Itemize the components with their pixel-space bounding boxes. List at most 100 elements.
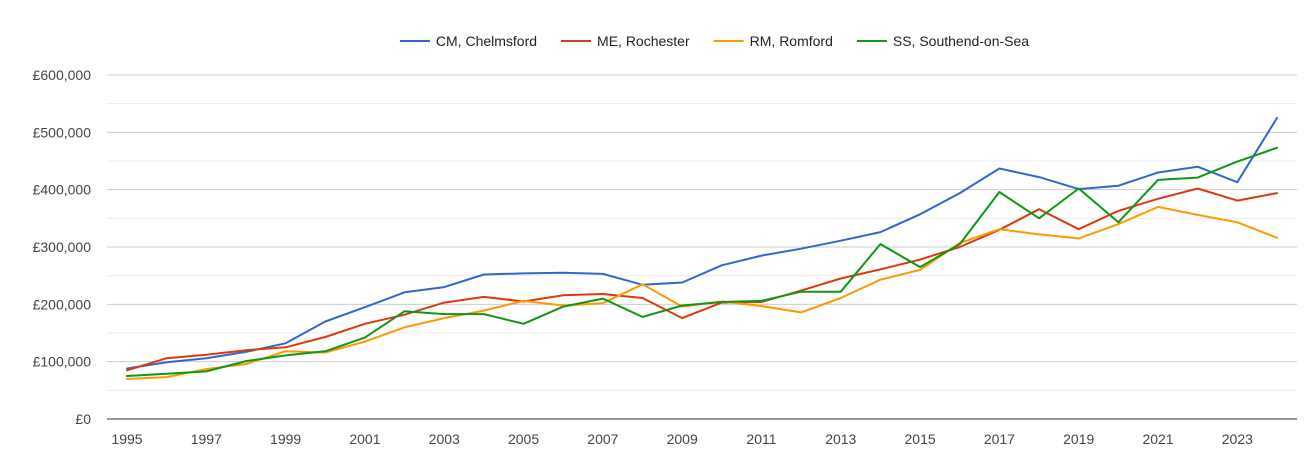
data-point [323,320,327,324]
data-point [165,372,169,376]
data-point [641,315,645,319]
data-point [522,271,526,275]
data-point [601,301,605,305]
data-point [363,305,367,309]
data-point [403,325,407,329]
data-point [284,353,288,357]
x-tick-label: 1997 [191,431,222,447]
data-point [918,258,922,262]
series-1 [126,116,1279,370]
data-point [1275,116,1279,120]
data-point [878,242,882,246]
x-tick-label: 2013 [825,431,856,447]
legend-label: RM, Romford [750,33,833,49]
data-point [839,239,843,243]
data-point [1235,220,1239,224]
series-lines [125,116,1279,380]
data-point [1275,146,1279,150]
data-point [1275,191,1279,195]
x-tick-label: 1999 [270,431,301,447]
data-point [1156,197,1160,201]
data-point [641,296,645,300]
data-point [1037,232,1041,236]
data-point [363,340,367,344]
data-point [1275,236,1279,240]
data-point [244,348,248,352]
data-point [601,292,605,296]
x-tick-label: 2007 [587,431,618,447]
y-tick-label: £600,000 [33,67,92,83]
data-point [680,316,684,320]
data-point [799,290,803,294]
data-point [958,191,962,195]
data-point [680,304,684,308]
x-tick-label: 1995 [111,431,142,447]
data-point [482,309,486,313]
data-point [878,267,882,271]
legend: CM, Chelmsford ME, Rochester RM, Romford SS… [399,33,1029,49]
data-point [1077,187,1081,191]
data-point [204,353,208,357]
data-point [442,312,446,316]
data-point [363,322,367,326]
data-point [680,281,684,285]
data-point [1156,205,1160,209]
data-point [403,309,407,313]
series-2 [125,187,1279,372]
data-point [1196,213,1200,217]
data-point [561,271,565,275]
x-tick-label: 2023 [1222,431,1253,447]
data-point [839,290,843,294]
data-point [1235,199,1239,203]
y-tick-label: £500,000 [33,124,92,140]
x-tick-label: 2015 [905,431,936,447]
x-tick-label: 2001 [349,431,380,447]
data-point [997,167,1001,171]
data-point [1116,184,1120,188]
data-point [760,254,764,258]
data-point [760,304,764,308]
data-point [125,374,129,378]
y-axis-tick-labels: £0 £100,000 £200,000 £300,000 £400,000 £500,0… [33,67,92,427]
data-point [720,300,724,304]
y-tick-label: £400,000 [33,182,92,198]
data-point [323,335,327,339]
series-line [126,117,1278,370]
data-point [760,299,764,303]
data-point [1196,187,1200,191]
data-point [601,297,605,301]
data-point [799,247,803,251]
data-point [522,299,526,303]
data-point [1235,160,1239,164]
data-point [1156,171,1160,175]
data-point [442,285,446,289]
data-point [1077,236,1081,240]
data-point [561,293,565,297]
data-point [403,290,407,294]
x-tick-label: 2021 [1142,431,1173,447]
data-point [878,278,882,282]
data-point [442,301,446,305]
data-point [165,360,169,364]
x-tick-label: 2009 [667,431,698,447]
data-point [1037,175,1041,179]
data-point [482,295,486,299]
data-point [1156,178,1160,182]
data-point [284,345,288,349]
data-point [918,265,922,269]
series-line [126,187,1278,372]
data-point [1116,220,1120,224]
data-point [601,272,605,276]
x-axis-tick-labels: 1995 1997 1999 2001 2003 2005 2007 2009 2011 2013… [111,431,1253,447]
data-point [1235,180,1239,184]
data-point [522,322,526,326]
series-4 [125,146,1279,378]
data-point [1196,176,1200,180]
data-point [125,368,129,372]
legend-label: SS, Southend-on-Sea [893,33,1029,49]
data-point [363,336,367,340]
x-tick-label: 2019 [1063,431,1094,447]
y-tick-label: £0 [75,411,91,427]
